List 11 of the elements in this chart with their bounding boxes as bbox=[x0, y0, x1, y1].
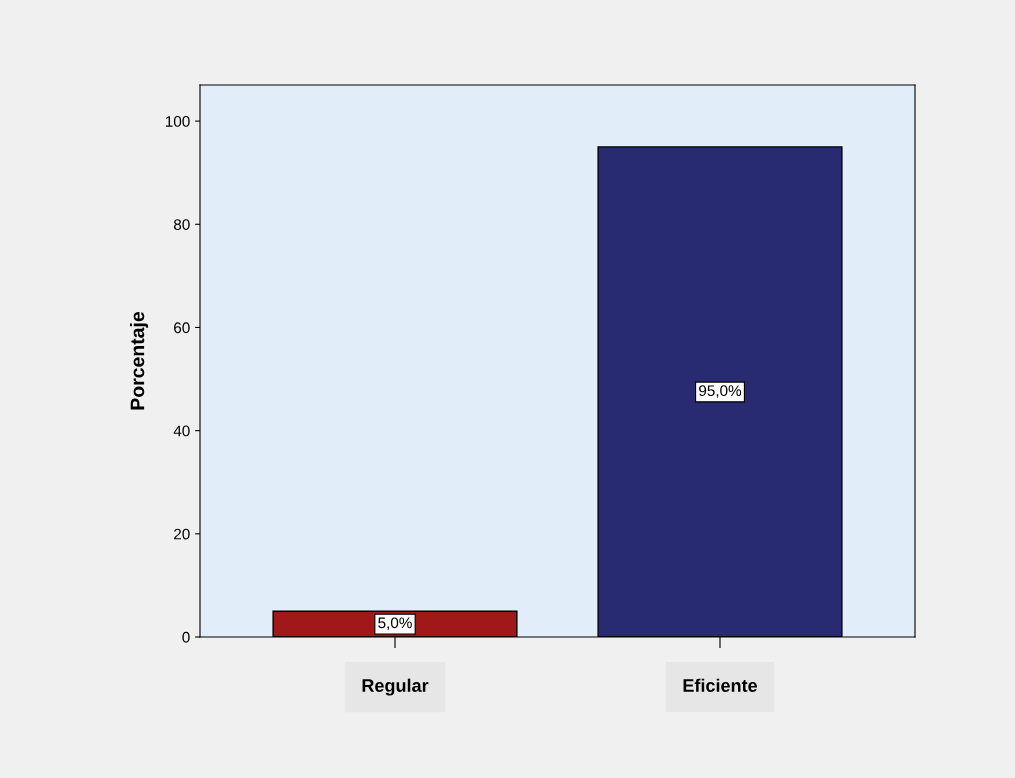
y-axis-title: Porcentaje bbox=[130, 311, 149, 410]
y-tick-label: 20 bbox=[174, 528, 190, 540]
y-tick-label: 40 bbox=[173, 425, 190, 437]
y-tick-label: 60 bbox=[174, 322, 190, 334]
y-tick-label: 0 bbox=[182, 631, 190, 643]
data-label: 95,0% bbox=[699, 385, 742, 398]
x-tick-label: Eficiente bbox=[683, 678, 758, 692]
data-label: 5,0% bbox=[378, 617, 412, 631]
y-tick-label: 80 bbox=[173, 219, 190, 230]
y-tick-label: 100 bbox=[165, 115, 190, 127]
x-tick-label: Regular bbox=[362, 678, 429, 696]
